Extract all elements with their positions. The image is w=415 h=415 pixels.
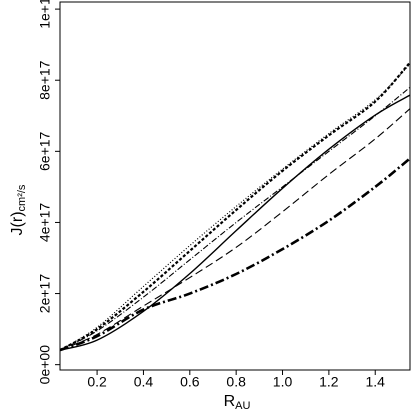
x-tick-label: 1.4 (365, 374, 385, 390)
y-tick-label: 4e+17 (37, 203, 53, 243)
x-tick-label: 0.2 (87, 374, 107, 390)
x-tick-label: 1.2 (319, 374, 339, 390)
line-series (59, 86, 411, 351)
line-series (59, 108, 411, 351)
y-tick-label: 0e+00 (37, 345, 53, 385)
x-axis-label: RAU (224, 393, 251, 412)
y-tick-label: 1e+18 (37, 0, 53, 29)
y-tick-label: 8e+17 (37, 60, 53, 100)
y-axis-label: J(r)cm²/s (9, 184, 28, 235)
line-series (59, 63, 411, 351)
x-label-main: R (224, 393, 236, 410)
line-series (59, 94, 411, 351)
y-label-main: J(r) (9, 211, 26, 235)
x-tick-label: 1.0 (273, 374, 293, 390)
y-tick-label: 2e+17 (37, 274, 53, 314)
y-tick-label: 6e+17 (37, 131, 53, 171)
x-tick-label: 0.8 (226, 374, 246, 390)
line-series (59, 61, 411, 352)
x-label-sub: AU (235, 400, 250, 412)
x-tick-label: 0.6 (180, 374, 200, 390)
plot-frame (59, 1, 411, 371)
line-series (59, 157, 411, 352)
x-tick-label: 0.4 (134, 374, 154, 390)
y-label-sub: cm²/s (16, 184, 28, 211)
